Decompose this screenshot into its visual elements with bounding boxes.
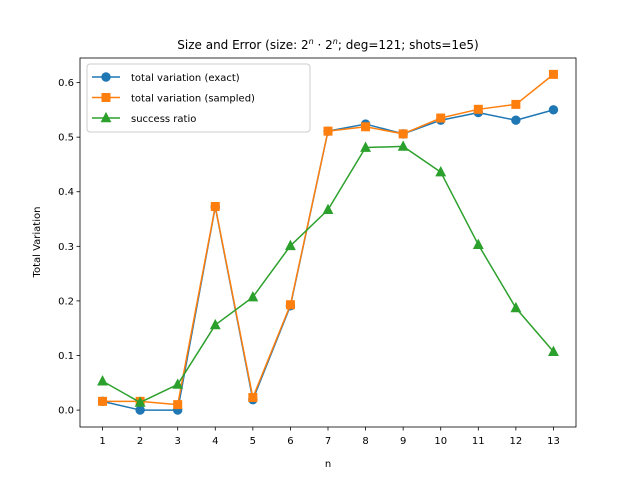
x-axis-title: n (325, 459, 331, 470)
x-tick-label-13: 13 (547, 436, 560, 447)
legend-item-3: success ratio (92, 111, 196, 125)
x-tick-label-11: 11 (472, 436, 485, 447)
chart-title: Size and Error (size: 2n · 2n; deg=121; … (177, 37, 478, 52)
series-2-point-4 (210, 201, 220, 211)
series-3-point-2 (134, 396, 146, 407)
x-tick-label-5: 5 (250, 436, 256, 447)
y-tick-label-7: 0.6 (58, 78, 74, 89)
y-tick-label-4: 0.3 (58, 242, 74, 253)
series-3-point-13 (548, 345, 559, 356)
legend-swatch-marker-1 (101, 72, 111, 82)
series-3-point-9 (397, 140, 409, 151)
series-1-point-13 (548, 105, 559, 115)
x-tick-label-10: 10 (434, 436, 447, 447)
series-2-point-7 (323, 126, 333, 136)
series-3 (97, 140, 559, 407)
series-2-point-12 (511, 99, 521, 109)
y-axis-title: Total Variation (32, 207, 43, 279)
series-2-point-8 (361, 122, 371, 132)
legend-label-1: total variation (exact) (131, 73, 240, 84)
series-2-point-1 (98, 396, 108, 406)
series-2-point-3 (173, 400, 183, 410)
series-3-point-4 (209, 318, 221, 330)
series-3-point-7 (322, 203, 334, 215)
legend-frame (86, 63, 311, 133)
y-tick-label-6: 0.5 (58, 133, 74, 144)
legend-label-2: total variation (sampled) (131, 94, 255, 105)
series-3-point-10 (435, 166, 447, 177)
legend-swatch-marker-3 (100, 111, 112, 123)
y-tick-label-5: 0.4 (58, 187, 74, 198)
series-layer (97, 69, 559, 415)
legend-swatch-marker-2 (101, 93, 111, 102)
x-tick-label-2: 2 (137, 436, 143, 447)
series-3-point-1 (97, 375, 108, 386)
x-tick-label-4: 4 (212, 436, 218, 447)
series-3-point-3 (172, 378, 184, 389)
x-tick-label-1: 1 (99, 436, 105, 447)
x-tick-label-3: 3 (175, 436, 181, 447)
legend-item-1: total variation (exact) (92, 72, 240, 84)
axes-layer: 1 2 3 4 5 6 7 8 9 10 11 12 130.00.10.20.30.40.50.6 (58, 57, 577, 447)
series-3-point-12 (510, 301, 522, 313)
x-tick-label-7: 7 (325, 436, 331, 447)
x-tick-label-8: 8 (362, 436, 368, 447)
y-tick-label-2: 0.1 (58, 351, 74, 362)
legend-item-2: total variation (sampled) (92, 93, 255, 105)
series-1-point-12 (511, 115, 521, 125)
series-3-point-6 (284, 239, 296, 251)
series-1-point-2 (135, 405, 145, 415)
series-3-point-11 (472, 238, 484, 249)
legend-label-3: success ratio (131, 114, 196, 125)
series-2-point-9 (398, 129, 408, 139)
y-tick-label-1: 0.0 (58, 406, 74, 417)
series-2-point-5 (248, 393, 258, 403)
legend: total variation (exact) total variation (… (86, 63, 311, 133)
series-2-point-13 (548, 69, 558, 79)
x-tick-label-9: 9 (400, 436, 406, 447)
series-2-point-11 (473, 104, 483, 114)
series-2-point-10 (436, 113, 446, 123)
series-2-point-6 (285, 300, 295, 310)
x-tick-label-12: 12 (510, 436, 523, 447)
x-tick-label-6: 6 (287, 436, 293, 447)
series-3-point-5 (247, 291, 259, 302)
y-tick-label-3: 0.2 (58, 296, 74, 307)
series-3-point-8 (360, 141, 372, 152)
